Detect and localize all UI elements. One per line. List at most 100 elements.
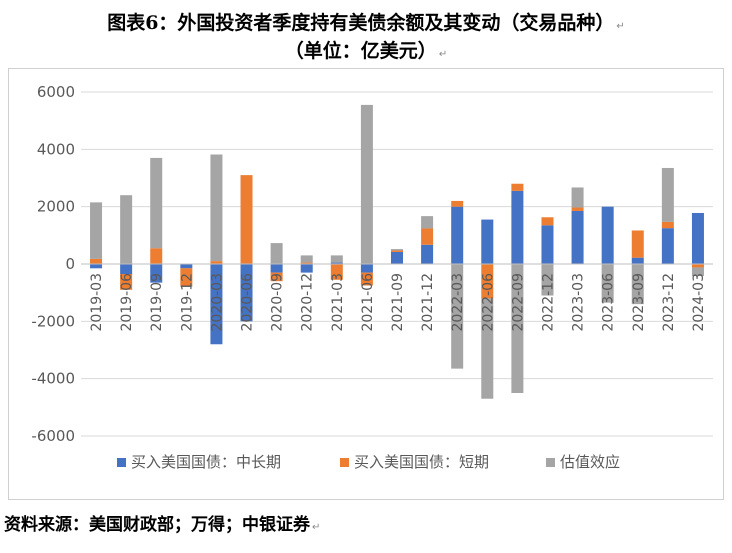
- legend-swatch: [117, 458, 126, 467]
- bar-series-3: [691, 267, 704, 277]
- y-tick-label: -6000: [31, 427, 75, 445]
- bar-series-1: [330, 262, 343, 264]
- x-tick-label: 2023-03: [571, 273, 587, 332]
- x-tick-label: 2021-12: [420, 273, 436, 332]
- y-tick-label: -2000: [31, 312, 75, 330]
- bar-series-2: [451, 200, 464, 207]
- bar-series-2: [691, 264, 704, 268]
- bar-series-2: [541, 217, 554, 226]
- bar-series-2: [360, 272, 373, 286]
- bar-series-3: [481, 298, 494, 399]
- bar-series-3: [300, 255, 313, 263]
- bar-series-2: [631, 230, 644, 258]
- bar-series-2: [481, 264, 494, 299]
- chart-subtitle-text: （单位：亿美元）: [284, 40, 437, 62]
- x-tick-label: 2019-06: [119, 273, 135, 332]
- source-text: 资料来源：美国财政部；万得；中银证券: [4, 515, 310, 535]
- x-tick-label: 2020-03: [209, 273, 225, 332]
- bar-series-3: [210, 154, 223, 262]
- bar-series-3: [511, 264, 524, 393]
- x-tick-label: 2020-12: [300, 273, 316, 332]
- bar-series-3: [270, 243, 283, 264]
- x-tick-label: 2020-09: [270, 273, 286, 332]
- x-tick-label: 2021-03: [330, 273, 346, 332]
- bar-series-2: [391, 250, 403, 252]
- bar-series-2: [180, 268, 193, 286]
- chart-subtitle: （单位：亿美元） ↵: [0, 36, 732, 63]
- bar-series-2: [421, 228, 434, 245]
- bar-series-3: [150, 157, 163, 249]
- bar-series-2: [240, 175, 253, 264]
- bar-series-3: [391, 249, 403, 251]
- y-tick-label: 2000: [37, 198, 75, 216]
- legend-label: 估值效应: [560, 453, 620, 471]
- bar-series-1: [150, 264, 163, 283]
- bar-series-2: [90, 258, 103, 264]
- y-tick-label: 6000: [37, 83, 75, 101]
- bar-series-1: [300, 264, 313, 273]
- chart-title-text: 图表6：外国投资者季度持有美债余额及其变动（交易品种）: [107, 12, 615, 34]
- bar-series-1: [90, 264, 103, 269]
- bar-series-3: [661, 167, 674, 222]
- bar-series-1: [451, 206, 464, 264]
- paragraph-mark-icon: ↵: [616, 21, 625, 32]
- bar-series-1: [631, 257, 644, 264]
- bar-series-2: [661, 221, 674, 229]
- x-tick-label: 2021-06: [360, 273, 376, 332]
- chart-svg: -6000 -4000 -2000 0 2000 4000 6000 2019-03 2019-…: [31, 83, 713, 471]
- y-tick-label: 0: [65, 255, 75, 273]
- bar-series-1: [511, 190, 524, 264]
- bar-series-3: [90, 202, 103, 259]
- x-tick-label: 2022-12: [540, 273, 556, 332]
- x-tick-label: 2019-03: [89, 273, 105, 332]
- bar-series-2: [571, 207, 584, 211]
- bar-series-3: [451, 264, 464, 369]
- bar-series-1: [240, 264, 253, 322]
- chart-frame: -6000 -4000 -2000 0 2000 4000 6000 2019-03 2019-…: [8, 68, 724, 500]
- paragraph-mark-icon: ↵: [438, 49, 448, 60]
- x-tick-label: 2023-12: [661, 273, 677, 332]
- bar-series-1: [360, 264, 373, 273]
- bar-series-2: [300, 262, 313, 264]
- bar-series-3: [631, 264, 644, 305]
- x-tick-label: 2021-09: [390, 273, 406, 332]
- bar-series-2: [270, 272, 283, 282]
- bar-series-3: [541, 264, 554, 296]
- x-tick-label: 2019-12: [179, 273, 195, 332]
- x-tick-label: 2023-09: [631, 273, 647, 332]
- x-tick-label: 2020-06: [240, 273, 256, 332]
- bar-series-2: [511, 183, 524, 191]
- bar-series-1: [120, 264, 133, 275]
- bar-series-2: [330, 264, 343, 280]
- chart-title: 图表6：外国投资者季度持有美债余额及其变动（交易品种） ↵: [0, 8, 732, 35]
- x-tick-label: 2019-09: [149, 273, 165, 332]
- bar-series-3: [571, 187, 584, 208]
- bar-series-3: [360, 104, 373, 265]
- bar-series-1: [481, 219, 494, 264]
- bar-series-3: [180, 285, 193, 287]
- bar-series-1: [541, 225, 554, 264]
- legend-swatch: [546, 458, 555, 467]
- bar-series-1: [571, 210, 584, 264]
- bar-series-2: [120, 274, 133, 290]
- x-tick-label: 2024-03: [691, 273, 707, 332]
- bar-series-1: [661, 228, 674, 264]
- y-tick-label: -4000: [31, 370, 75, 388]
- y-tick-label: 4000: [37, 140, 75, 158]
- bar-series-3: [330, 255, 343, 263]
- source-note: 资料来源：美国财政部；万得；中银证券 ↵: [4, 510, 320, 535]
- bar-series-1: [210, 264, 223, 345]
- bar-series-3: [120, 195, 133, 264]
- bar-series-1: [691, 212, 704, 264]
- x-tick-label: 2022-09: [510, 273, 526, 332]
- x-tick-label: 2022-06: [480, 273, 496, 332]
- bar-series-1: [421, 244, 434, 264]
- legend-label: 买入美国国债：中长期: [131, 453, 281, 471]
- bar-series-1: [270, 264, 283, 273]
- bar-series-1: [601, 206, 614, 264]
- bar-series-1: [391, 251, 403, 264]
- x-tick-label: 2022-03: [450, 273, 466, 332]
- legend-swatch: [340, 458, 349, 467]
- bar-series-1: [180, 264, 193, 269]
- bar-series-2: [150, 248, 163, 264]
